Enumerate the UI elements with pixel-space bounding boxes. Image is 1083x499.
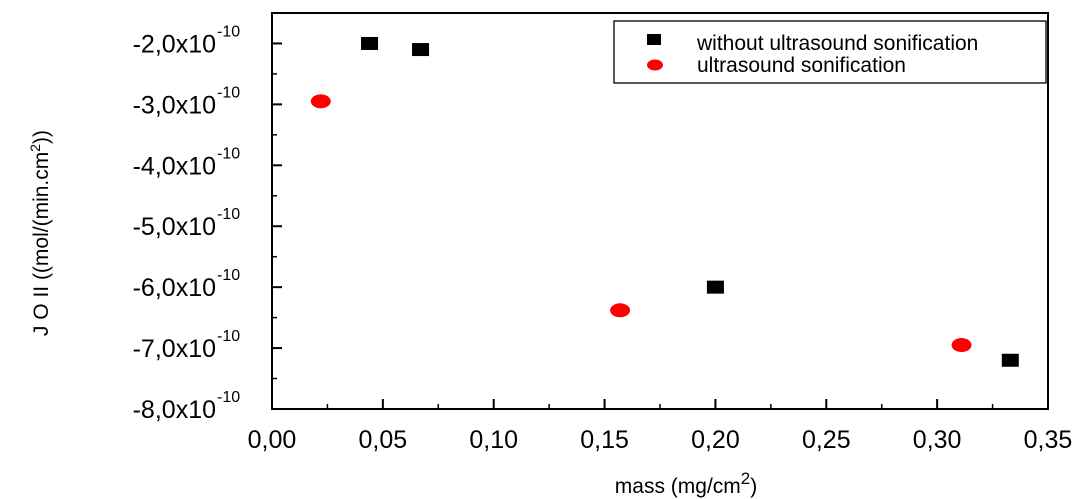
y-tick-exponent: -10: [217, 145, 240, 162]
y-tick-label: -3,0x10: [133, 91, 216, 119]
legend: without ultrasound sonification ultrasou…: [613, 20, 1047, 84]
y-tick-exponent: -10: [217, 84, 240, 101]
y-tick-exponent: -10: [217, 328, 240, 345]
x-tick-label: 0,10: [469, 426, 518, 454]
legend-box: [613, 20, 1047, 84]
y-tick-exponent: -10: [217, 23, 240, 40]
x-axis-ticks: 0,00 0,05 0,10 0,15 0,20 0,25 0,30 0,35: [248, 399, 1073, 454]
data-point-without-ultrasound: [1001, 353, 1019, 367]
x-tick-label: 0,00: [248, 426, 297, 454]
data-point-ultrasound: [951, 338, 972, 353]
y-tick-exponent: -10: [217, 206, 240, 223]
data-point-ultrasound: [610, 303, 631, 318]
y-axis-title: J O II ((mol/(min.cm2)): [27, 130, 53, 336]
x-tick-label: 0,05: [359, 426, 408, 454]
legend-marker-without-ultrasound: [647, 34, 661, 45]
x-axis-title: mass (mg/cm2): [615, 469, 757, 498]
x-tick-label: 0,25: [802, 426, 851, 454]
legend-marker-ultrasound: [647, 59, 663, 71]
x-tick-label: 0,35: [1024, 426, 1073, 454]
legend-label-without-ultrasound: without ultrasound sonification: [696, 32, 978, 55]
x-tick-label: 0,20: [691, 426, 740, 454]
y-axis-ticks: -2,0x10 -10-3,0x10 -10-4,0x10 -10-5,0x10 -10…: [133, 23, 282, 424]
x-tick-label: 0,30: [913, 426, 962, 454]
y-tick-label: -6,0x10: [133, 274, 216, 302]
data-point-without-ultrasound: [361, 36, 379, 50]
y-tick-label: -5,0x10: [133, 213, 216, 241]
y-tick-label: -7,0x10: [133, 335, 216, 363]
y-tick-exponent: -10: [217, 389, 240, 406]
legend-label-ultrasound: ultrasound sonification: [697, 54, 906, 77]
y-tick-label: -4,0x10: [133, 152, 216, 180]
x-tick-label: 0,15: [580, 426, 629, 454]
y-tick-label: -8,0x10: [133, 396, 216, 424]
data-point-ultrasound: [310, 94, 331, 109]
data-point-without-ultrasound: [412, 43, 430, 57]
data-series: [310, 36, 1019, 367]
data-point-without-ultrasound: [706, 280, 724, 294]
y-tick-label: -2,0x10: [133, 30, 216, 58]
y-tick-exponent: -10: [217, 267, 240, 284]
